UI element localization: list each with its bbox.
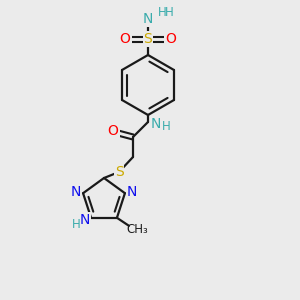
Text: N: N — [127, 185, 137, 199]
Text: H: H — [158, 5, 166, 19]
Text: N: N — [151, 117, 161, 131]
Text: O: O — [166, 32, 176, 46]
Text: O: O — [108, 124, 118, 138]
Text: H: H — [165, 5, 173, 19]
Text: N: N — [80, 213, 90, 227]
Text: H: H — [72, 218, 80, 231]
Text: S: S — [115, 165, 123, 179]
Text: H: H — [162, 121, 170, 134]
Text: O: O — [120, 32, 130, 46]
Text: S: S — [144, 32, 152, 46]
Text: CH₃: CH₃ — [126, 223, 148, 236]
Text: N: N — [143, 12, 153, 26]
Text: N: N — [71, 185, 81, 199]
